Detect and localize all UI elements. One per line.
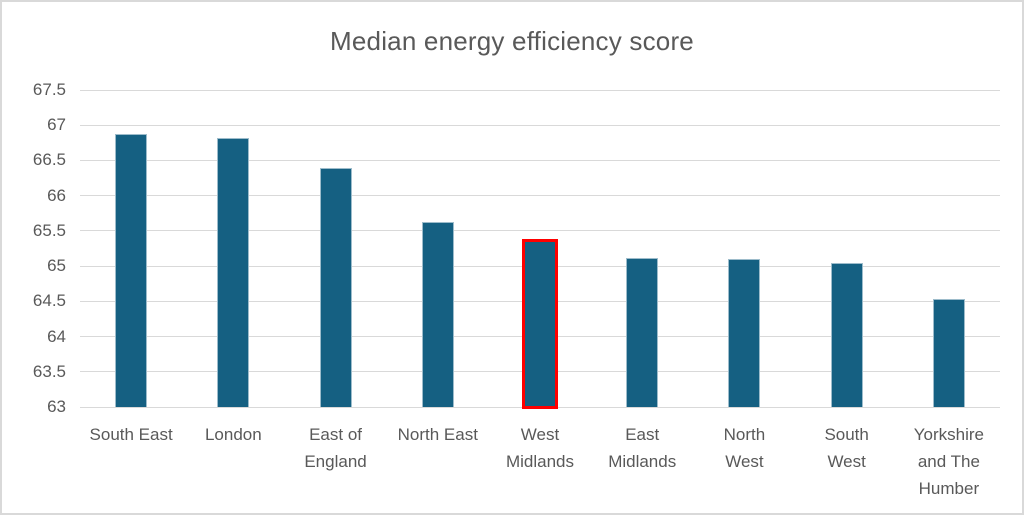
bar-north-east [421,221,454,407]
y-tick-label-63: 63 [47,397,66,416]
x-tick-label-east-of-england: East of England [304,425,367,471]
y-tick-label-64.5: 64.5 [32,291,66,311]
bar-east-of-england [319,168,352,407]
y-tick-label-66.5: 66.5 [32,150,66,170]
bar-london [217,137,250,407]
x-tick-label-east-midlands: East Midlands [608,425,677,471]
x-tick-label-south-west: South West [824,425,869,471]
gridline-y-65.5 [80,230,1000,232]
gridline-y-66 [80,195,1000,197]
x-tick-label-south-east: South East [89,425,173,444]
x-tick-label-london: London [204,425,262,444]
x-tick-label-north-west: North West [723,425,766,471]
y-tick-label-65: 65 [47,256,66,276]
bar-south-west [830,263,863,407]
gridline-y-67.5 [80,89,1000,91]
y-tick-label-66: 66 [47,185,66,205]
gridline-y-67 [80,124,1000,126]
x-tick-label-north-east: North East [397,425,478,444]
bar-yorkshire-and-the-humber [932,298,965,407]
y-axis: 63 63.5 64 64.5 65 65.5 66 66.5 67 67.5 [2,80,66,416]
y-tick-label-63.5: 63.5 [32,361,66,381]
gridline-y-66.5 [80,159,1000,161]
y-tick-label-65.5: 65.5 [32,220,66,240]
chart-title: Median energy efficiency score [330,26,694,56]
x-tick-label-west-midlands: West Midlands [505,425,575,471]
bar-east-midlands [626,257,659,407]
plot-area [80,89,1000,409]
bar-north-west [728,259,761,407]
gridline-y-63 [80,406,1000,408]
bar-west-midlands-highlighted [522,239,558,409]
y-tick-label-67.5: 67.5 [32,80,66,99]
bar-south-east [115,134,148,407]
x-tick-label-yorkshire-and-the-humber: Yorkshire and The Humber [913,425,984,498]
y-tick-label-67: 67 [47,115,66,135]
y-tick-label-64: 64 [47,326,66,346]
x-axis: South East London East of England North Eas… [80,421,1000,511]
